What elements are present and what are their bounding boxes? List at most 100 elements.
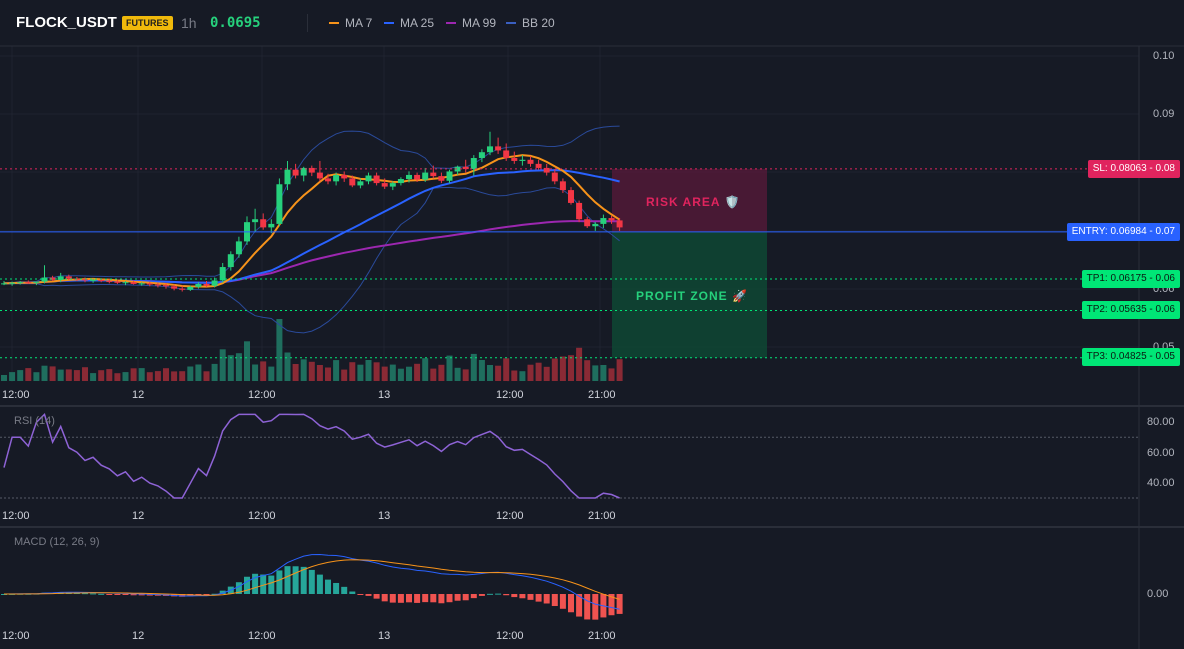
volume-bar [608, 368, 615, 381]
volume-bar [316, 365, 323, 381]
candle-body [608, 218, 615, 221]
candle-body [25, 282, 32, 284]
entry-value: 0.07 [1155, 226, 1175, 237]
volume-bar [325, 367, 331, 381]
macd-histogram-bar [478, 594, 485, 596]
rsi-tick: 40.00 [1147, 477, 1175, 489]
candle-body [171, 286, 178, 289]
macd-histogram-bar [308, 569, 315, 594]
macd-label: MACD (12, 26, 9) [14, 536, 100, 548]
candle-body [519, 159, 526, 161]
time-tick: 12 [132, 510, 145, 522]
candle-body [211, 280, 218, 286]
profit-zone-label: PROFIT ZONE 🚀 [636, 289, 748, 303]
candle-body [568, 190, 574, 203]
macd-histogram-bar [235, 582, 242, 594]
macd-histogram-bar [543, 594, 550, 604]
legend-bb20[interactable]: BB 20 [506, 16, 555, 30]
macd-histogram-bar [268, 575, 275, 594]
legend-ma7-label: MA 7 [345, 16, 373, 30]
price-tick: 0.09 [1153, 108, 1175, 120]
volume-bar [227, 355, 234, 381]
rsi-pane [0, 412, 1139, 499]
legend-ma25-label: MA 25 [400, 16, 435, 30]
candle-body [600, 218, 607, 224]
tp3-value: 0.05 [1155, 351, 1175, 362]
symbol-name[interactable]: FLOCK_USDT [16, 14, 117, 31]
volume-bar [49, 366, 56, 381]
macd-histogram-bar [90, 593, 97, 595]
time-tick: 21:00 [588, 630, 616, 642]
macd-histogram-bar [592, 594, 599, 620]
candle-body [235, 241, 242, 255]
rsi-label: RSI (14) [14, 415, 55, 427]
time-tick: 12:00 [248, 630, 276, 642]
candle-body [300, 167, 307, 176]
bb-lower-line [3, 186, 620, 334]
macd-histogram-bar [406, 594, 412, 603]
macd-histogram-bar [462, 594, 469, 601]
trade-zones [612, 168, 767, 358]
chart-grid [0, 45, 1184, 649]
time-tick: 12:00 [2, 510, 30, 522]
volume-bar [527, 364, 534, 381]
macd-histogram-bar [98, 593, 105, 595]
candle-body [381, 183, 388, 187]
macd-histogram-bar [422, 594, 429, 603]
macd-histogram-bar [487, 593, 493, 595]
tp2-tag: TP2: 0.05635 - 0.06 [1081, 301, 1180, 319]
volume-bar [422, 358, 429, 381]
volume-bar [559, 356, 566, 381]
volume-bar [138, 368, 145, 381]
macd-histogram-bar [211, 593, 218, 595]
legend-ma99[interactable]: MA 99 [446, 16, 496, 30]
macd-histogram-bar [511, 594, 518, 598]
interval-selector[interactable]: 1h [181, 15, 197, 31]
volume-bar [406, 366, 412, 381]
moving-averages [3, 154, 621, 288]
macd-histogram-bar [373, 594, 380, 599]
tp1-tag: TP1: 0.06175 - 0.06 [1081, 270, 1180, 288]
candle-body [495, 146, 502, 151]
volume-bar [17, 370, 24, 381]
volume-bar [268, 366, 275, 381]
volume-bar [511, 370, 518, 381]
tp1-label: TP1: 0.06175 [1086, 273, 1147, 284]
legend-ma7[interactable]: MA 7 [329, 16, 372, 30]
rsi-tick: 60.00 [1147, 447, 1175, 459]
time-tick: 13 [378, 389, 391, 401]
candle-body [414, 174, 421, 180]
volume-bar [616, 359, 623, 381]
volume-bar [576, 347, 583, 381]
ma7-line [3, 154, 621, 288]
profit-zone-box [612, 231, 767, 358]
volume-bar [600, 365, 607, 381]
legend-ma25[interactable]: MA 25 [384, 16, 434, 30]
entry-tag: ENTRY: 0.06984 - 0.07 [1066, 223, 1180, 241]
macd-histogram-bar [349, 591, 356, 594]
time-tick: 12:00 [2, 630, 30, 642]
volume-bar [300, 359, 307, 381]
volume-bar [154, 371, 161, 381]
candle-body [292, 169, 299, 176]
time-tick: 12:00 [2, 389, 30, 401]
macd-histogram-bar [559, 594, 566, 609]
macd-histogram-bar [179, 594, 186, 597]
tp2-value: 0.06 [1155, 304, 1175, 315]
volume-bar [146, 372, 153, 381]
rsi-line [3, 412, 620, 499]
candle-body [187, 286, 194, 290]
volume-bar [543, 366, 550, 381]
candle-body [195, 283, 202, 287]
macd-histogram-bar [381, 594, 388, 602]
candle-body [65, 276, 72, 279]
macd-histogram-bar [535, 594, 542, 602]
volume-bar [381, 366, 388, 381]
candle-body [276, 184, 283, 224]
volume-bar [252, 364, 259, 381]
macd-histogram-bar [608, 594, 615, 616]
risk-area-label: RISK AREA 🛡️ [646, 195, 741, 209]
time-tick: 12:00 [248, 510, 276, 522]
time-tick: 12 [132, 389, 145, 401]
